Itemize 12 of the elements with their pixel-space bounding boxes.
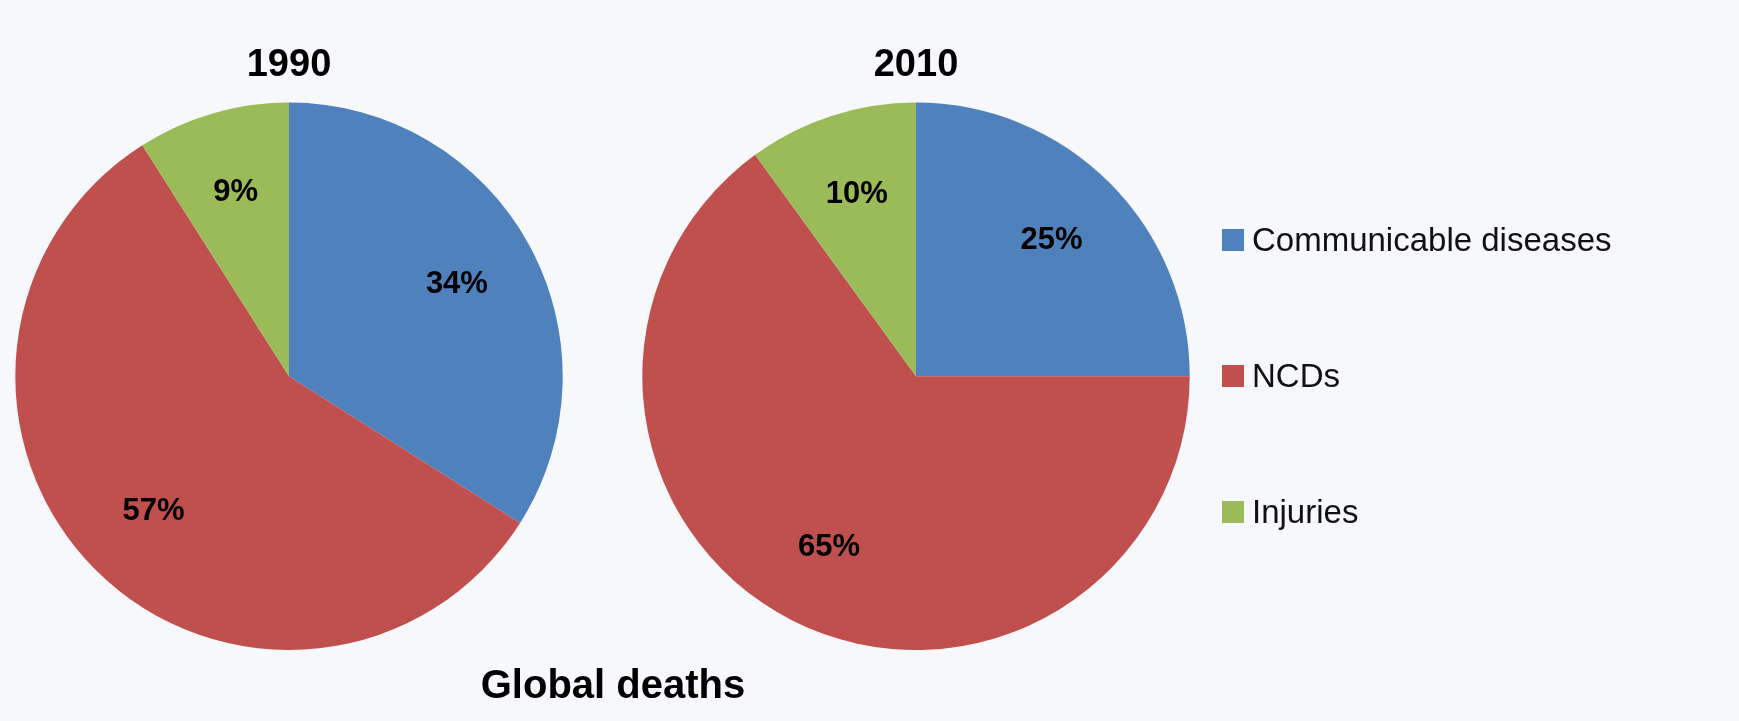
- data-label: 65%: [798, 527, 861, 563]
- data-label: 9%: [213, 172, 258, 208]
- legend-label: Communicable diseases: [1252, 221, 1612, 259]
- data-label: 10%: [825, 174, 888, 210]
- chart-title: 2010: [873, 42, 959, 85]
- legend-label: NCDs: [1252, 357, 1340, 395]
- text: Global deaths: [479, 662, 747, 707]
- chart-title: 1990: [246, 42, 332, 85]
- legend-label: Injuries: [1252, 493, 1359, 531]
- data-label: 25%: [1020, 221, 1083, 257]
- data-label: 34%: [425, 264, 488, 300]
- data-label: 57%: [122, 492, 185, 528]
